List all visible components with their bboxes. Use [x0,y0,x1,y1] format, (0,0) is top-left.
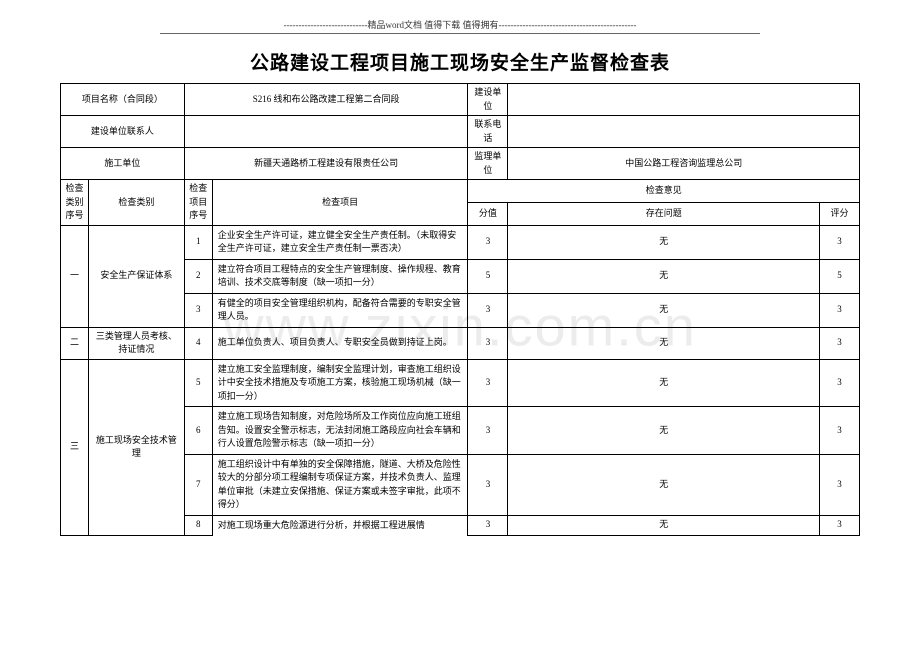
item-score: 3 [820,225,860,259]
info-row: 项目名称（合同段） S216 线和布公路改建工程第二合同段 建设单位 [61,84,860,116]
table-row: 一 安全生产保证体系 1 企业安全生产许可证，建立健全安全生产责任制。（未取得安… [61,225,860,259]
header-row: 检查类别序号 检查类别 检查项目序号 检查项目 检查意见 [61,180,860,203]
col-score: 评分 [820,202,860,225]
item-issue: 无 [508,259,820,293]
header-rule [160,33,760,34]
table-row: 二 三类管理人员考核、持证情况 4 施工单位负责人、项目负责人、专职安全员做到持… [61,327,860,359]
value-project-name: S216 线和布公路改建工程第二合同段 [184,84,468,116]
item-score-val: 5 [468,259,508,293]
cat-no: 二 [61,327,89,359]
item-issue: 无 [508,407,820,455]
col-item: 检查项目 [212,180,468,226]
label-construct-unit: 施工单位 [61,148,185,180]
item-score-val: 3 [468,327,508,359]
table-row: 三 施工现场安全技术管理 5 建立施工安全监理制度，编制安全监理计划，审查施工组… [61,359,860,407]
col-cat: 检查类别 [88,180,184,226]
item-no: 1 [184,225,212,259]
item-no: 5 [184,359,212,407]
item-score-val: 3 [468,454,508,515]
item-text: 建立施工现场告知制度，对危险场所及工作岗位应向施工班组告知。设置安全警示标志，无… [212,407,468,455]
col-item-no: 检查项目序号 [184,180,212,226]
item-text: 施工单位负责人、项目负责人、专职安全员做到持证上岗。 [212,327,468,359]
item-score: 3 [820,359,860,407]
item-score-val: 3 [468,293,508,327]
item-issue: 无 [508,454,820,515]
label-contact-person: 建设单位联系人 [61,116,185,148]
item-score-val: 3 [468,359,508,407]
col-opinion: 检查意见 [468,180,860,203]
main-table: 项目名称（合同段） S216 线和布公路改建工程第二合同段 建设单位 建设单位联… [60,83,860,536]
info-row: 施工单位 新疆天通路桥工程建设有限责任公司 监理单位 中国公路工程咨询监理总公司 [61,148,860,180]
page-title: 公路建设工程项目施工现场安全生产监督检查表 [0,48,920,75]
item-score-val: 3 [468,407,508,455]
item-text: 建立施工安全监理制度，编制安全监理计划，审查施工组织设计中安全技术措施及专项施工… [212,359,468,407]
value-build-unit [508,84,860,116]
item-issue: 无 [508,359,820,407]
item-text: 企业安全生产许可证，建立健全安全生产责任制。（未取得安全生产许可证，建立安全生产… [212,225,468,259]
item-no: 3 [184,293,212,327]
header-banner: ----------------------------精品word文档 值得下… [0,0,920,31]
item-issue: 无 [508,327,820,359]
item-score: 3 [820,407,860,455]
item-text: 建立符合项目工程特点的安全生产管理制度、操作规程、教育培训、技术交底等制度（缺一… [212,259,468,293]
item-no: 6 [184,407,212,455]
item-score: 3 [820,293,860,327]
item-score-val: 3 [468,515,508,535]
item-no: 8 [184,515,212,535]
item-score: 3 [820,515,860,535]
info-row: 建设单位联系人 联系电话 [61,116,860,148]
item-score-val: 3 [468,225,508,259]
col-cat-no: 检查类别序号 [61,180,89,226]
label-build-unit: 建设单位 [468,84,508,116]
cat-no: 三 [61,359,89,535]
label-supervise-unit: 监理单位 [468,148,508,180]
cat-no: 一 [61,225,89,327]
cat-name: 三类管理人员考核、持证情况 [88,327,184,359]
col-issues: 存在问题 [508,202,820,225]
item-no: 2 [184,259,212,293]
label-project-name: 项目名称（合同段） [61,84,185,116]
value-contact-person [184,116,468,148]
item-score: 5 [820,259,860,293]
item-no: 7 [184,454,212,515]
item-text: 有健全的项目安全管理组织机构，配备符合需要的专职安全管理人员。 [212,293,468,327]
cat-name: 安全生产保证体系 [88,225,184,327]
item-issue: 无 [508,225,820,259]
item-score: 3 [820,454,860,515]
item-score: 3 [820,327,860,359]
item-text: 对施工现场重大危险源进行分析，并根据工程进展情 [212,515,468,535]
value-supervise-unit: 中国公路工程咨询监理总公司 [508,148,860,180]
col-score-val: 分值 [468,202,508,225]
inspection-sheet: 项目名称（合同段） S216 线和布公路改建工程第二合同段 建设单位 建设单位联… [60,83,860,536]
value-contact-phone [508,116,860,148]
item-issue: 无 [508,293,820,327]
item-issue: 无 [508,515,820,535]
value-construct-unit: 新疆天通路桥工程建设有限责任公司 [184,148,468,180]
label-contact-phone: 联系电话 [468,116,508,148]
item-no: 4 [184,327,212,359]
cat-name: 施工现场安全技术管理 [88,359,184,535]
item-text: 施工组织设计中有单独的安全保障措施，隧道、大桥及危险性较大的分部分项工程编制专项… [212,454,468,515]
